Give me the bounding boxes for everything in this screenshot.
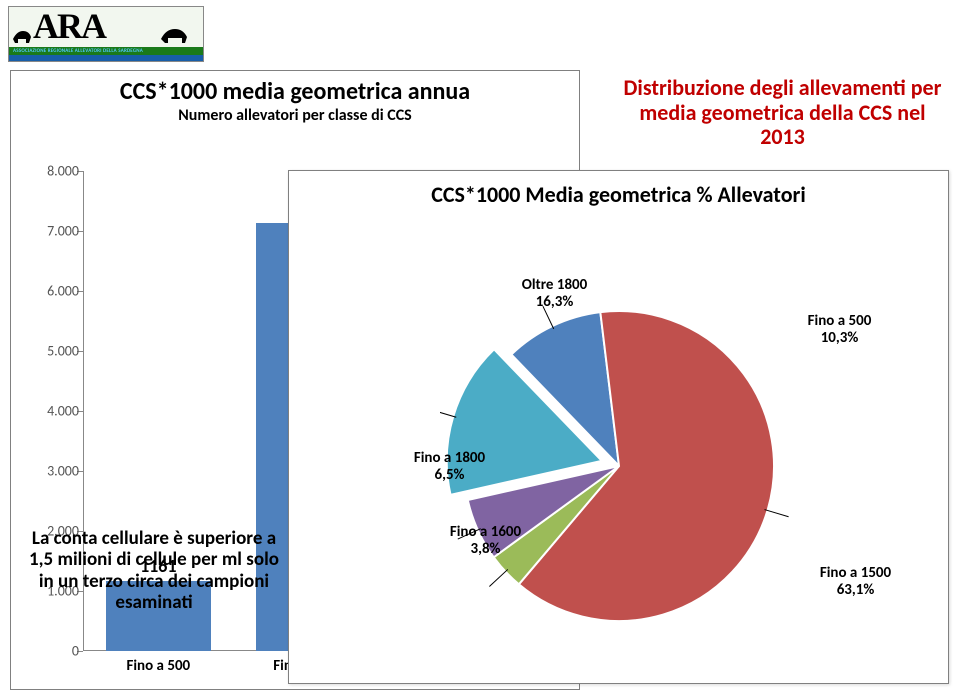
pie-leader-line [764, 510, 788, 517]
bar-chart-ytick-label: 8.000 [29, 163, 79, 180]
bar-chart-ytick-label: 4.000 [29, 403, 79, 420]
pie-chart-stage: Fino a 50010,3% Fino a 150063,1% Fino a 16… [289, 221, 948, 683]
pie-slice-label: Fino a 16003,8% [426, 524, 546, 558]
bar-chart-ytick-label: 6.000 [29, 283, 79, 300]
bar-chart-title: CCS*1000 media geometrica annua Numero a… [11, 77, 579, 125]
pie-slice-label: Fino a 150063,1% [796, 565, 916, 599]
overlay-note: La conta cellulare è superiore a 1,5 mil… [28, 528, 280, 613]
bar-chart-title-sub: Numero allevatori per classe di CCS [11, 106, 579, 125]
logo: ARA ASSOCIAZIONE REGIONALE ALLEVATORI DE… [8, 6, 204, 62]
pie-chart-title: CCS*1000 Media geometrica % Allevatori [289, 181, 948, 208]
bar-chart-ytick-label: 3.000 [29, 463, 79, 480]
bar-category-label: Fino a 500 [126, 657, 190, 675]
bar-chart-ytick-label: 0 [29, 643, 79, 660]
bar-chart-ytick-label: 7.000 [29, 223, 79, 240]
bar-chart-title-main: CCS*1000 media geometrica annua [11, 77, 579, 106]
logo-stripe-blue [9, 55, 203, 61]
pie-leader-line [489, 569, 507, 586]
pie-chart-panel: CCS*1000 Media geometrica % Allevatori F… [288, 170, 949, 684]
logo-subtitle: ASSOCIAZIONE REGIONALE ALLEVATORI DELLA … [13, 48, 143, 54]
bar-chart-ytick-label: 5.000 [29, 343, 79, 360]
pie-slice-label: Oltre 180016,3% [495, 277, 615, 311]
pie-slice-label: Fino a 18006,5% [390, 450, 510, 484]
pie-slice-label: Fino a 50010,3% [780, 313, 900, 347]
logo-acronym: ARA [33, 5, 105, 47]
right-heading: Distribuzione degli allevamenti per medi… [620, 76, 945, 150]
